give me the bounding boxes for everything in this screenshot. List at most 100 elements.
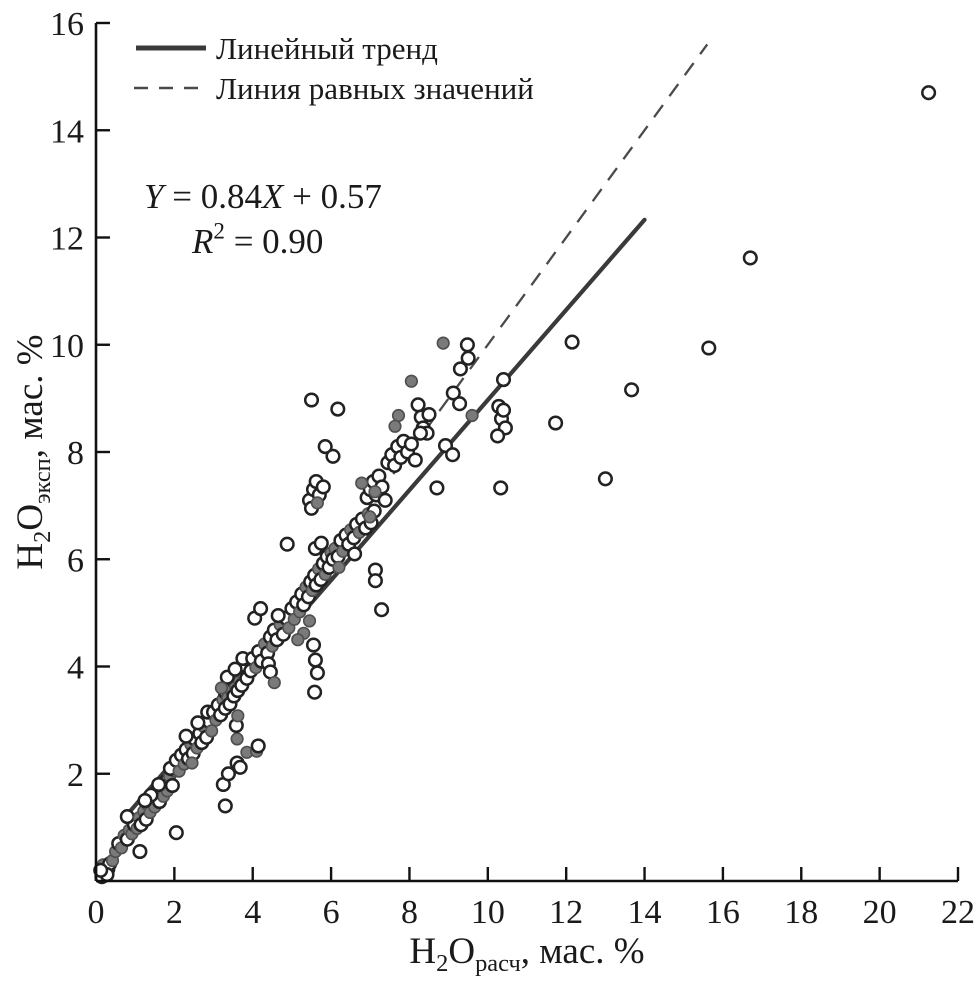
data-point-open <box>309 665 325 681</box>
data-point-open <box>410 397 426 413</box>
data-point-gray <box>391 408 406 423</box>
data-point-open <box>403 436 419 452</box>
data-point-open <box>220 766 236 782</box>
data-point-open <box>493 480 509 496</box>
scatter-points-layer <box>93 85 937 885</box>
legend: Линейный тренд Линия равных значений <box>134 31 534 106</box>
y-tick-label: 2 <box>67 757 84 794</box>
data-point-open <box>270 608 286 624</box>
data-point-open <box>217 798 233 814</box>
data-point-gray <box>291 633 305 647</box>
data-point-open <box>445 385 461 401</box>
equation-trend-formula: Y = 0.84X + 0.57 <box>144 177 382 216</box>
data-point-open <box>429 480 445 496</box>
data-point-open <box>330 401 346 417</box>
data-point-open <box>250 738 266 754</box>
data-point-gray <box>388 419 402 433</box>
y-tick-label: 10 <box>50 328 84 365</box>
x-tick-label: 16 <box>706 894 740 931</box>
data-point-gray <box>363 510 377 524</box>
y-tick-label: 8 <box>67 435 84 472</box>
x-tick-label: 8 <box>401 894 418 931</box>
data-point-open <box>317 439 333 455</box>
data-point-open <box>377 492 393 508</box>
data-point-open <box>190 715 206 731</box>
x-tick-label: 14 <box>628 894 662 931</box>
data-point-open <box>347 546 363 562</box>
data-point-open <box>407 452 423 468</box>
data-point-open <box>490 428 506 444</box>
data-point-open <box>460 350 476 366</box>
y-axis-title: H2Oэксп, мас. % <box>10 334 56 569</box>
data-point-gray <box>332 560 346 574</box>
data-point-gray <box>205 724 219 738</box>
data-point-open <box>495 372 512 388</box>
data-point-open <box>452 361 468 377</box>
data-point-open <box>742 250 758 266</box>
x-tick-label: 6 <box>323 894 340 931</box>
data-point-open <box>303 392 320 408</box>
x-tick-label: 18 <box>784 894 818 931</box>
data-point-open <box>119 809 135 825</box>
x-tick-label: 12 <box>549 894 583 931</box>
data-point-open <box>564 334 580 350</box>
data-point-open <box>921 85 937 101</box>
legend-identity-label: Линия равных значений <box>216 71 534 106</box>
data-point-open <box>374 602 390 618</box>
data-point-gray <box>267 675 281 690</box>
x-axis-title: H2Oрасч, мас. % <box>409 931 644 977</box>
y-tick-label: 14 <box>50 113 84 150</box>
data-point-gray <box>302 614 317 628</box>
data-point-open <box>93 862 109 878</box>
y-tick-label: 16 <box>50 6 84 43</box>
data-point-open <box>548 415 564 431</box>
data-point-gray <box>214 681 228 695</box>
x-tick-label: 4 <box>244 894 261 931</box>
data-point-gray <box>465 408 479 423</box>
data-point-open <box>452 396 468 412</box>
data-point-open <box>495 402 512 418</box>
data-point-open <box>168 825 184 841</box>
data-point-open <box>227 661 243 677</box>
data-point-gray <box>436 336 450 350</box>
y-tick-label: 12 <box>50 221 84 258</box>
equation-r-squared: R2 = 0.90 <box>191 217 323 261</box>
data-point-open <box>137 793 153 809</box>
data-point-open <box>164 777 180 794</box>
data-point-gray <box>404 374 419 388</box>
data-point-open <box>597 471 613 487</box>
data-point-open <box>459 337 475 353</box>
x-tick-label: 0 <box>88 894 105 931</box>
data-point-open <box>307 684 323 700</box>
data-point-open <box>412 425 428 441</box>
data-point-gray <box>185 756 199 770</box>
data-point-open <box>178 728 194 744</box>
data-point-open <box>624 382 640 398</box>
data-point-gray <box>230 732 244 746</box>
data-point-open <box>313 535 329 551</box>
data-point-open <box>132 843 148 860</box>
legend-trend-label: Линейный тренд <box>216 31 438 66</box>
x-tick-label: 20 <box>863 894 897 931</box>
data-point-open <box>232 759 248 775</box>
data-point-open <box>253 601 269 617</box>
data-point-gray <box>310 496 325 510</box>
data-point-open <box>151 776 167 793</box>
data-point-gray <box>368 485 382 499</box>
data-point-open <box>421 406 437 423</box>
data-point-open <box>701 340 717 356</box>
data-point-open <box>325 448 341 464</box>
x-tick-label: 22 <box>941 894 975 931</box>
x-tick-label: 2 <box>166 894 183 931</box>
y-tick-label: 4 <box>67 650 84 687</box>
data-point-gray <box>355 476 369 490</box>
data-point-open <box>445 447 461 463</box>
data-point-open <box>305 637 322 653</box>
data-point-open <box>279 536 295 552</box>
data-point-open <box>307 652 323 668</box>
y-tick-label: 6 <box>67 542 84 579</box>
data-point-open <box>367 573 383 589</box>
